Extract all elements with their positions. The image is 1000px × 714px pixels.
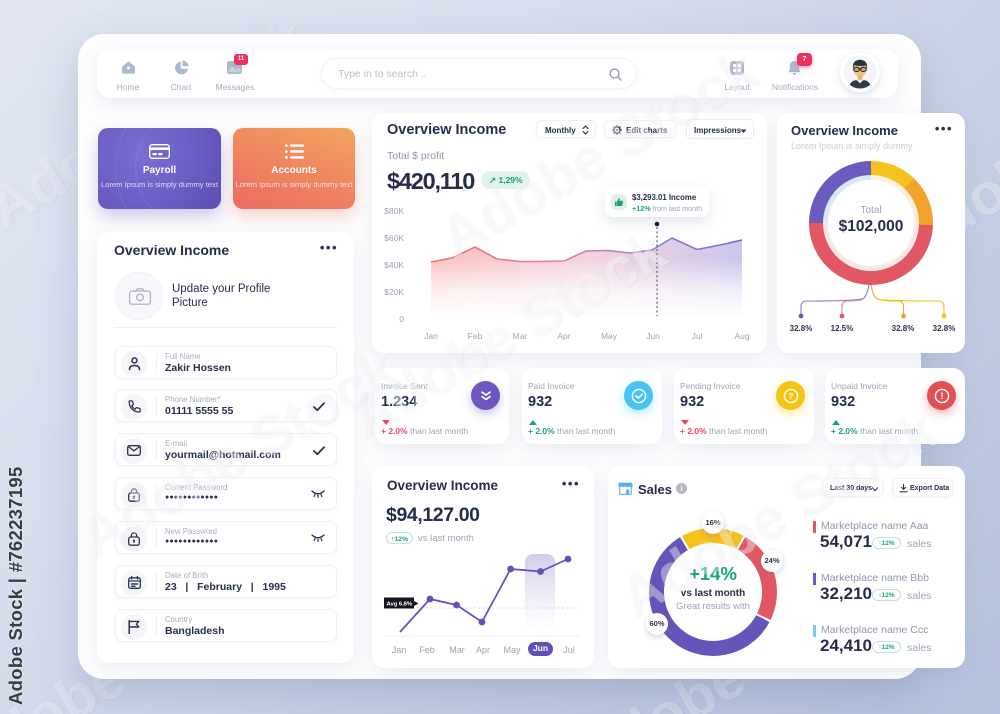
svg-text:?: ? [788, 392, 793, 401]
svg-text:Avg 6.8%: Avg 6.8% [387, 602, 413, 608]
svg-text:!: ! [940, 391, 943, 401]
